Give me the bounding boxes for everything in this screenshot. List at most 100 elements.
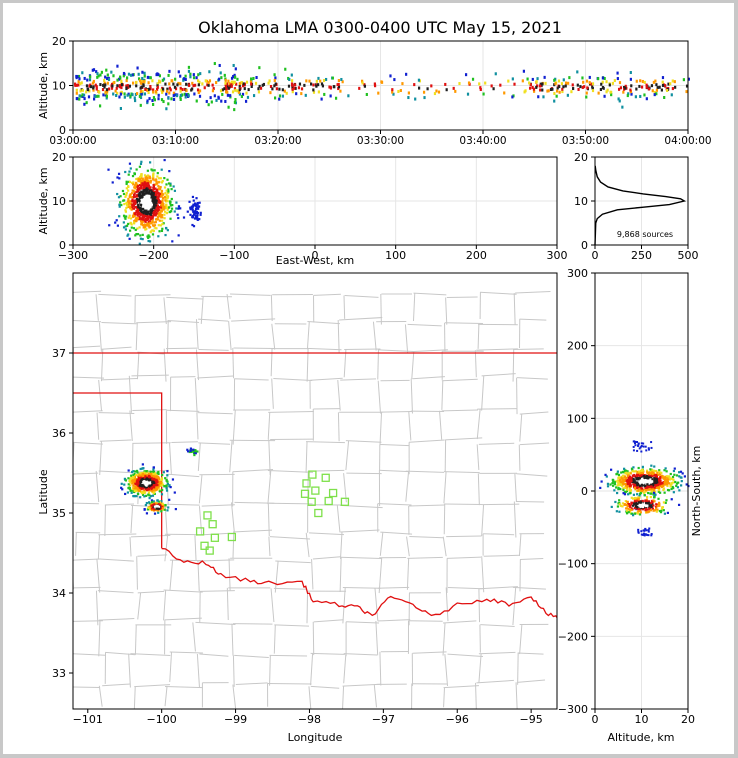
vhf-source [627,480,630,483]
vhf-source [642,529,645,532]
vhf-source [405,72,408,76]
county-line [374,588,379,621]
vhf-source [630,503,633,506]
vhf-source [635,79,638,83]
vhf-source [655,505,658,509]
vhf-source [153,473,156,476]
vhf-source [274,76,277,80]
vhf-source [652,509,655,512]
vhf-source [435,89,438,93]
vhf-source [479,87,482,91]
vhf-source [230,80,233,84]
vhf-source [665,499,668,502]
lma-station-marker [328,488,338,498]
vhf-source [188,83,191,87]
x-tick-label: 04:00:00 [664,135,711,147]
county-line [197,375,234,379]
vhf-source [617,487,620,491]
lma-station-marker [210,533,220,542]
vhf-source [161,502,164,505]
vhf-source [179,207,182,210]
vhf-source [179,93,182,97]
county-line [134,624,137,655]
vhf-source [677,481,680,484]
altitude-northsouth-xlabel: Altitude, km [607,731,674,744]
vhf-source [128,195,131,199]
vhf-source [635,489,639,493]
vhf-source [139,182,143,185]
vhf-source [654,480,658,484]
vhf-source [643,494,646,497]
vhf-source [658,483,661,486]
vhf-source [199,211,202,214]
lma-station-marker [302,479,311,488]
county-line [517,679,546,683]
vhf-source [630,476,634,479]
vhf-source [118,77,121,81]
vhf-source [149,221,152,224]
vhf-source [229,94,232,98]
vhf-source [137,206,140,209]
state-line-red-river [161,547,557,619]
vhf-source [153,503,156,506]
vhf-source [642,445,645,448]
vhf-source [138,242,141,245]
vhf-source [123,483,126,486]
vhf-source [194,203,198,206]
county-line [104,504,106,537]
vhf-source [131,181,134,184]
vhf-source [633,484,637,487]
vhf-source [135,495,138,498]
vhf-source [145,471,148,474]
county-line [130,505,134,534]
county-line [476,409,481,440]
vhf-source [149,85,152,89]
county-line [102,683,131,687]
vhf-source [634,488,637,491]
vhf-source [619,487,622,491]
county-line [164,617,202,621]
vhf-source [630,512,633,515]
latitude-ylabel: Latitude [37,469,50,515]
vhf-source [135,219,138,223]
vhf-source [152,509,156,512]
vhf-source [321,84,325,88]
vhf-source [660,471,663,474]
vhf-source [103,78,106,82]
vhf-source [207,81,210,85]
vhf-source [157,483,160,486]
vhf-source [131,470,134,474]
county-line [443,471,447,504]
vhf-source [639,79,642,83]
vhf-source [629,71,632,75]
vhf-source [232,74,235,78]
vhf-source [185,82,188,86]
vhf-source [184,77,187,81]
vhf-source [644,490,647,493]
vhf-source [96,72,99,76]
vhf-source [144,87,147,91]
vhf-source [640,533,643,536]
vhf-source [625,486,629,489]
vhf-source [161,488,164,492]
vhf-source [206,83,209,87]
vhf-source [680,480,683,483]
county-line [132,409,167,412]
vhf-source [639,491,642,495]
vhf-source [95,87,98,91]
vhf-source [168,82,171,86]
vhf-source [171,204,174,207]
vhf-source [585,95,588,99]
vhf-source [479,86,482,90]
vhf-source [585,79,589,83]
vhf-source [146,508,150,511]
vhf-source [211,83,214,87]
vhf-source [179,74,182,78]
vhf-source [642,508,645,511]
vhf-source [152,185,155,188]
x-tick-label: −99 [224,713,247,726]
county-line [96,412,100,440]
vhf-source [81,93,84,97]
vhf-source [246,95,250,99]
vhf-source [553,83,556,87]
